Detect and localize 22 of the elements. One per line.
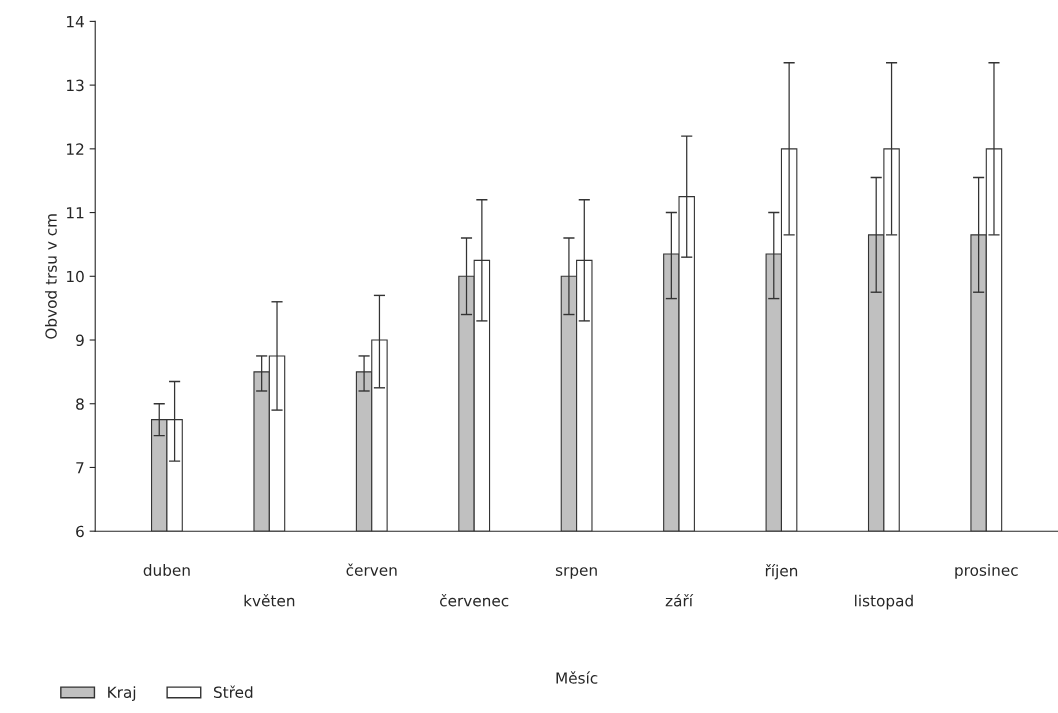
y-axis-title: Obvod trsu v cm [45, 214, 57, 339]
legend-label: Kraj [108, 686, 136, 701]
x-tick-label: červen [346, 563, 397, 576]
x-tick-label: červenec [440, 594, 509, 607]
y-tick-label: 6 [76, 525, 84, 538]
y-tick-label: 9 [76, 334, 84, 347]
x-tick-label: listopad [855, 594, 913, 610]
x-tick-label: prosinec [955, 564, 1018, 579]
y-tick-label: 8 [76, 398, 84, 410]
x-tick-label: srpen [555, 567, 597, 579]
x-axis-title: Měsíc [556, 671, 598, 684]
y-tick-label: 11 [67, 207, 84, 219]
x-tick-label: říjen [765, 564, 798, 580]
y-tick-label: 14 [67, 16, 84, 28]
y-tick-label: 13 [67, 79, 84, 92]
legend-label: Střed [213, 685, 253, 698]
y-tick-label: 7 [76, 462, 84, 474]
y-tick-label: 10 [67, 270, 84, 283]
x-tick-label: září [665, 594, 694, 607]
x-tick-label: duben [143, 564, 190, 576]
y-tick-label: 12 [67, 143, 84, 155]
x-tick-label: květen [244, 594, 295, 607]
